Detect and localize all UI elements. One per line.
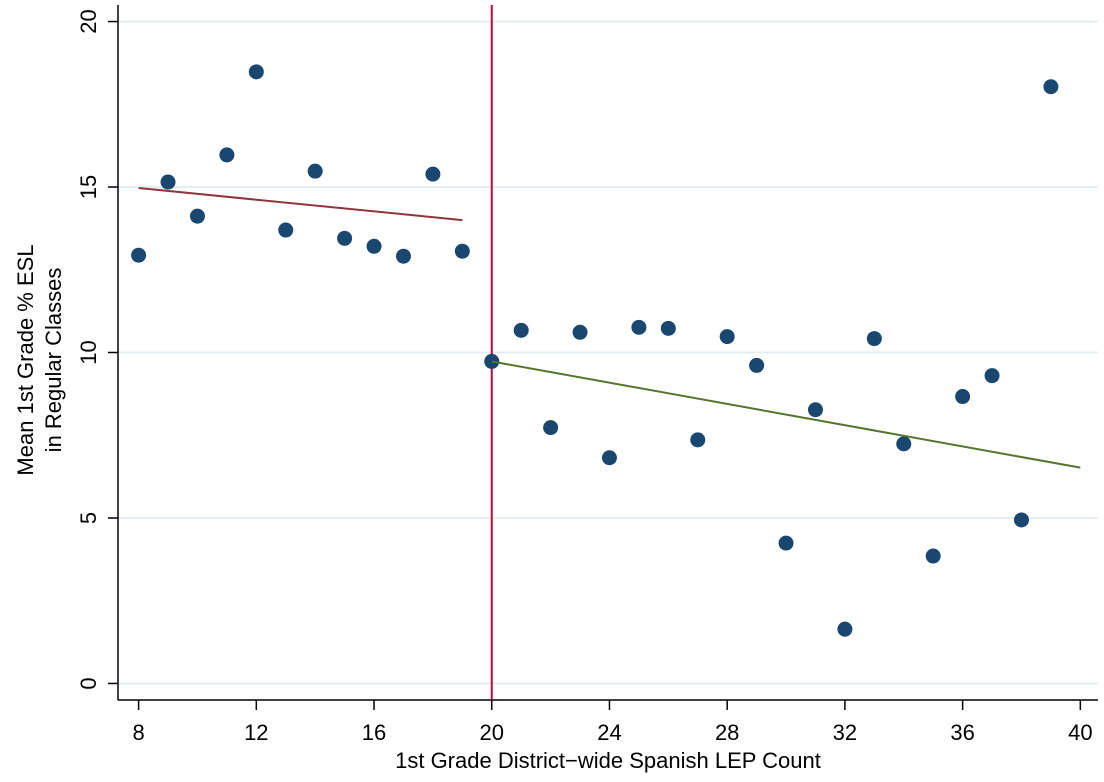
scatter-point — [896, 436, 912, 452]
scatter-point — [925, 548, 941, 564]
scatter-point — [248, 64, 264, 80]
scatter-point — [366, 238, 382, 254]
scatter-point — [131, 247, 147, 263]
x-tick-label: 12 — [244, 720, 268, 745]
y-tick-label: 10 — [76, 340, 101, 364]
scatter-point — [631, 319, 647, 335]
scatter-point — [601, 450, 617, 466]
scatter-point — [955, 389, 971, 405]
scatter-point — [307, 163, 323, 179]
x-tick-label: 32 — [833, 720, 857, 745]
scatter-point — [866, 331, 882, 347]
scatter-point — [749, 357, 765, 373]
y-tick-label: 20 — [76, 9, 101, 33]
scatter-point — [984, 368, 1000, 384]
scatter-point — [337, 230, 353, 246]
x-tick-label: 20 — [480, 720, 504, 745]
x-tick-label: 8 — [132, 720, 144, 745]
x-tick-label: 40 — [1068, 720, 1092, 745]
x-tick-label: 24 — [597, 720, 621, 745]
scatter-point — [278, 222, 294, 238]
scatter-point — [160, 174, 176, 190]
scatter-point — [1013, 512, 1029, 528]
y-axis-title: in Regular Classes — [41, 268, 66, 453]
scatter-point — [660, 320, 676, 336]
scatter-point — [719, 329, 735, 345]
scatter-point — [425, 166, 441, 182]
scatter-point — [454, 243, 470, 259]
fit-line — [138, 187, 463, 222]
scatter-point — [807, 402, 823, 418]
x-axis-title: 1st Grade District−wide Spanish LEP Coun… — [395, 748, 821, 773]
fit-line — [491, 360, 1081, 469]
scatter-point — [778, 535, 794, 551]
x-tick-label: 16 — [362, 720, 386, 745]
scatter-point — [513, 322, 529, 338]
y-tick-label: 0 — [76, 677, 101, 689]
scatter-point — [572, 324, 588, 340]
scatter-point — [690, 432, 706, 448]
scatter-point — [219, 147, 235, 163]
scatter-point — [1043, 79, 1059, 95]
y-tick-label: 15 — [76, 175, 101, 199]
y-tick-label: 5 — [76, 512, 101, 524]
x-tick-label: 36 — [950, 720, 974, 745]
scatter-point — [189, 208, 205, 224]
y-axis-title: Mean 1st Grade % ESL — [13, 244, 38, 475]
scatter-point — [395, 248, 411, 264]
scatter-point — [837, 621, 853, 637]
x-tick-label: 28 — [715, 720, 739, 745]
scatter-point — [543, 420, 559, 436]
